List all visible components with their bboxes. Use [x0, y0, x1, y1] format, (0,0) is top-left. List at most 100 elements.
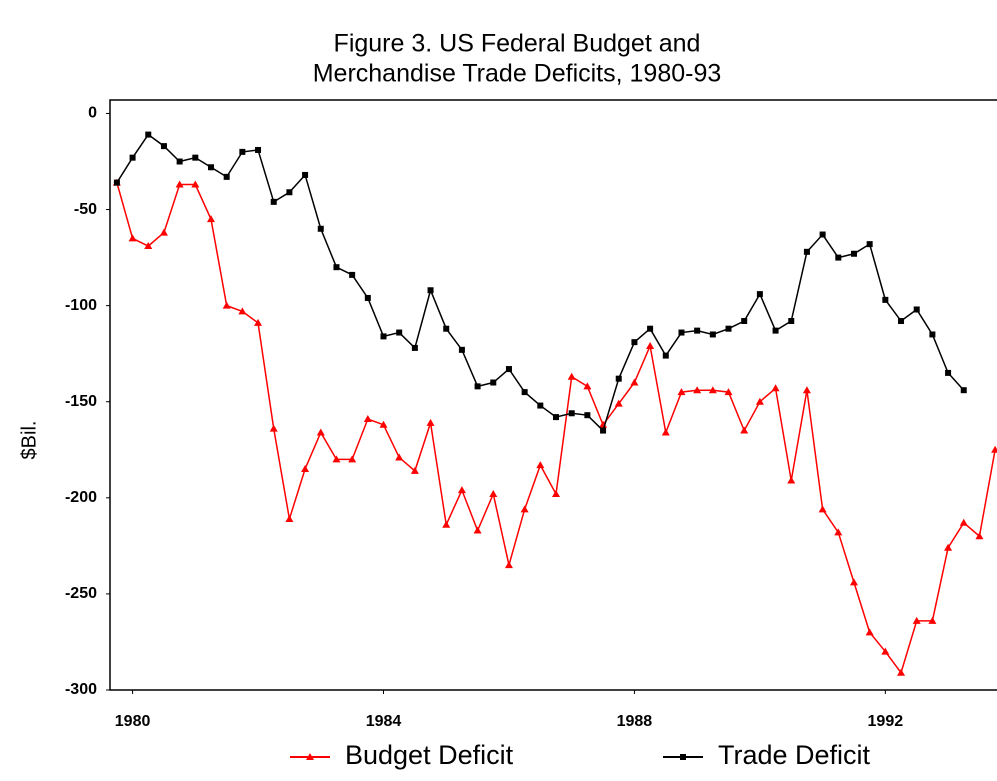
data-point — [192, 154, 199, 161]
data-point — [741, 318, 748, 325]
data-point — [897, 668, 906, 676]
data-point — [630, 378, 639, 386]
x-tick-label: 1984 — [366, 713, 402, 730]
data-point — [128, 234, 137, 242]
data-point — [865, 628, 874, 636]
data-point — [944, 543, 953, 551]
data-point — [849, 578, 858, 586]
data-point — [740, 426, 749, 434]
data-point — [945, 369, 952, 376]
data-point — [866, 241, 873, 248]
y-tick-label: -50 — [74, 201, 97, 218]
data-point — [239, 148, 246, 155]
data-point — [882, 296, 889, 303]
data-point — [504, 561, 513, 569]
data-point — [850, 250, 857, 257]
y-tick-label: -200 — [65, 489, 97, 506]
data-point — [600, 427, 607, 434]
data-point — [552, 489, 561, 497]
data-point — [363, 415, 372, 423]
data-point — [771, 384, 780, 392]
data-point — [898, 318, 905, 325]
data-point — [490, 379, 497, 386]
data-point — [474, 383, 481, 390]
data-point — [333, 264, 340, 271]
series-line — [116, 133, 965, 432]
data-point — [426, 418, 435, 426]
data-point — [647, 325, 654, 332]
data-point — [505, 366, 512, 373]
y-tick-label: -150 — [65, 393, 97, 410]
data-point — [835, 254, 842, 261]
data-point — [960, 387, 967, 394]
y-tick-label: 0 — [88, 105, 97, 122]
data-point — [788, 318, 795, 325]
data-point — [755, 397, 764, 405]
data-point — [473, 526, 482, 534]
data-point — [332, 455, 341, 463]
data-point — [191, 180, 200, 188]
data-point — [317, 225, 324, 232]
data-point — [881, 647, 890, 655]
data-point — [160, 143, 167, 150]
x-tick-label: 1992 — [868, 713, 904, 730]
data-point — [379, 420, 388, 428]
data-point — [772, 327, 779, 334]
data-point — [631, 339, 638, 346]
data-point — [396, 329, 403, 336]
data-point — [819, 231, 826, 238]
data-point — [928, 616, 937, 624]
data-point — [615, 375, 622, 382]
legend-label: Budget Deficit — [345, 740, 514, 770]
data-point — [693, 386, 702, 394]
chart-title: Figure 3. US Federal Budget and — [334, 30, 701, 58]
data-point — [520, 505, 529, 513]
data-point — [427, 287, 434, 294]
data-point — [567, 372, 576, 380]
data-point — [144, 242, 153, 250]
data-point — [677, 388, 686, 396]
data-point — [661, 428, 670, 436]
data-point — [537, 402, 544, 409]
data-point — [442, 520, 451, 528]
data-point — [207, 164, 214, 171]
data-point — [457, 486, 466, 494]
data-point — [348, 455, 357, 463]
plot-frame — [109, 99, 997, 691]
data-point — [929, 331, 936, 338]
data-point — [145, 131, 152, 138]
data-point — [489, 489, 498, 497]
data-point — [458, 346, 465, 353]
data-point — [159, 228, 168, 236]
data-point — [223, 173, 230, 180]
data-point — [129, 154, 136, 161]
data-point — [662, 352, 669, 359]
data-point — [583, 382, 592, 390]
data-point — [913, 306, 920, 313]
y-tick-label: -100 — [65, 297, 97, 314]
x-tick-label: 1980 — [115, 713, 151, 730]
data-point — [802, 386, 811, 394]
data-point — [238, 307, 247, 315]
chart-title: Merchandise Trade Deficits, 1980-93 — [313, 60, 722, 88]
data-point — [113, 179, 120, 186]
data-point — [646, 341, 655, 349]
data-point — [834, 528, 843, 536]
legend-marker — [680, 754, 686, 760]
data-point — [803, 248, 810, 255]
data-point — [270, 198, 277, 205]
data-point — [818, 505, 827, 513]
y-tick-label: -250 — [65, 585, 97, 602]
data-point — [568, 410, 575, 417]
data-point — [254, 318, 263, 326]
x-tick-label: 1988 — [617, 713, 653, 730]
data-point — [614, 399, 623, 407]
data-point — [175, 180, 184, 188]
data-point — [708, 386, 717, 394]
legend-marker — [306, 753, 314, 760]
data-point — [410, 466, 419, 474]
data-point — [991, 445, 997, 453]
series-line — [116, 182, 996, 675]
legend-label: Trade Deficit — [718, 740, 871, 770]
